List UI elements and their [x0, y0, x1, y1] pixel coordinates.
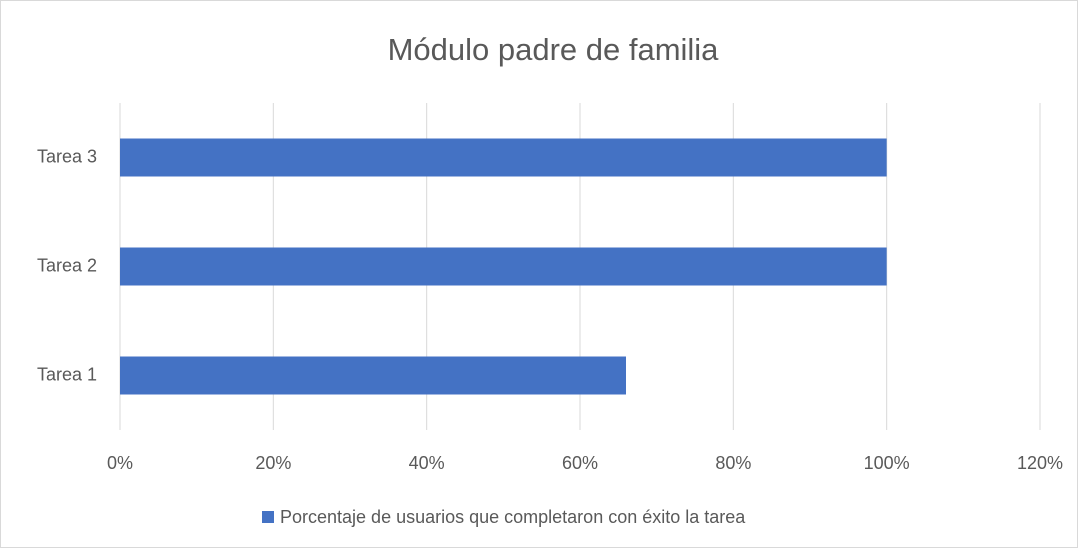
- bar: [120, 138, 887, 177]
- y-tick-label: Tarea 1: [37, 364, 97, 384]
- chart-title: Módulo padre de familia: [388, 32, 720, 67]
- x-tick-label: 40%: [409, 453, 445, 473]
- legend-swatch: [262, 511, 274, 523]
- x-tick-label: 80%: [715, 453, 751, 473]
- x-tick-label: 100%: [864, 453, 910, 473]
- x-tick-label: 20%: [255, 453, 291, 473]
- bar: [120, 247, 887, 286]
- y-tick-label: Tarea 3: [37, 146, 97, 166]
- legend-label: Porcentaje de usuarios que completaron c…: [280, 507, 746, 527]
- bar: [120, 356, 626, 395]
- x-tick-label: 60%: [562, 453, 598, 473]
- x-tick-label: 0%: [107, 453, 133, 473]
- x-tick-label: 120%: [1017, 453, 1063, 473]
- y-tick-label: Tarea 2: [37, 255, 97, 275]
